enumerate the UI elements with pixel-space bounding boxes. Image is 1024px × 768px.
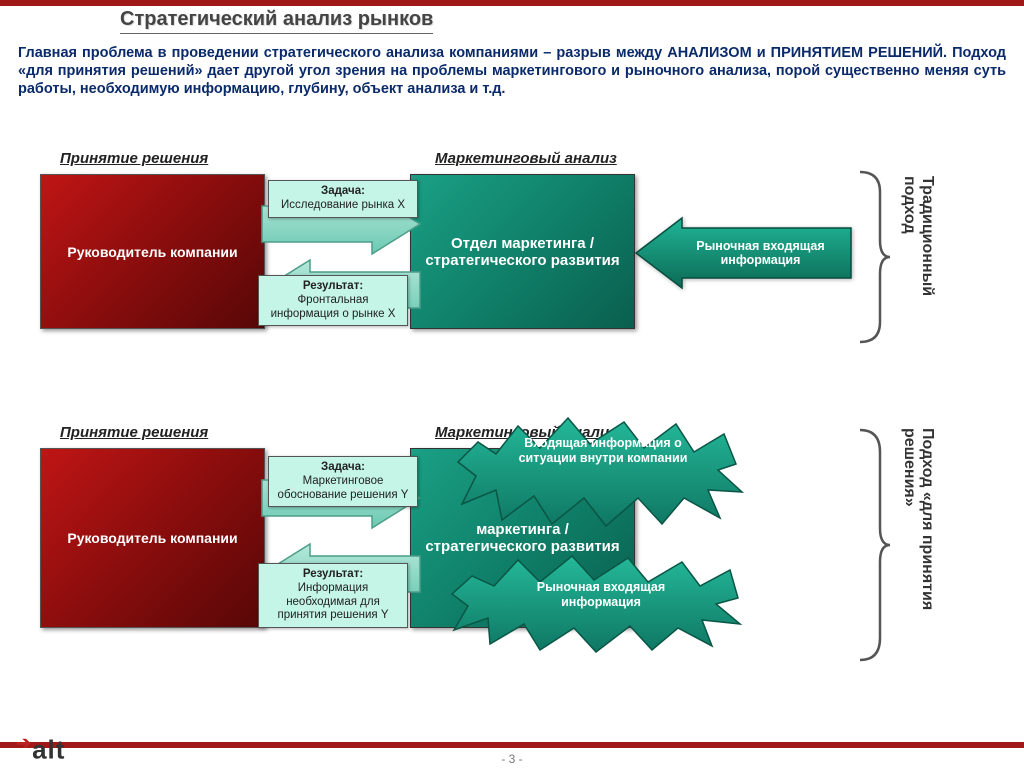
starburst-2-label: Рыночная входящая информация bbox=[496, 580, 706, 610]
logo-arrow-icon: ➔ bbox=[16, 733, 32, 753]
header-decision-1: Принятие решения bbox=[60, 150, 208, 167]
result-text-2: Информация необходимая для принятия реше… bbox=[277, 582, 388, 622]
page-number: - 3 - bbox=[501, 752, 522, 766]
result-box-2: Результат: Информация необходимая для пр… bbox=[258, 563, 408, 628]
header-marketing-1: Маркетинговый анализ bbox=[435, 150, 617, 167]
top-bar bbox=[0, 0, 1024, 6]
red-box-2: Руководитель компании bbox=[40, 448, 265, 628]
side-label-2: Подход «для принятия решения» bbox=[900, 428, 936, 658]
task-text-2: Маркетинговое обоснование решения Y bbox=[278, 475, 409, 501]
brace-2 bbox=[856, 430, 890, 660]
bottom-bar bbox=[0, 742, 1024, 748]
green-box-1-label: Отдел маркетинга / стратегического разви… bbox=[419, 235, 626, 269]
result-label-1: Результат: bbox=[303, 280, 363, 292]
starburst-1 bbox=[448, 412, 748, 532]
logo-text: alt bbox=[32, 735, 65, 765]
starburst-1-label: Входящая информация о ситуации внутри ко… bbox=[498, 436, 708, 466]
logo: ➔alt bbox=[16, 733, 65, 766]
task-box-2: Задача: Маркетинговое обоснование решени… bbox=[268, 456, 418, 507]
task-label-1: Задача: bbox=[321, 185, 365, 197]
result-text-1: Фронтальная информация о рынке X bbox=[271, 294, 396, 320]
task-label-2: Задача: bbox=[321, 461, 365, 473]
green-box-1: Отдел маркетинга / стратегического разви… bbox=[410, 174, 635, 329]
intro-text: Главная проблема в проведении стратегиче… bbox=[18, 44, 1006, 98]
task-box-1: Задача: Исследование рынка X bbox=[268, 180, 418, 218]
result-label-2: Результат: bbox=[303, 568, 363, 580]
arrow-incoming-1: Рыночная входящая информация bbox=[636, 222, 851, 284]
header-decision-2: Принятие решения bbox=[60, 424, 208, 441]
task-text-1: Исследование рынка X bbox=[281, 199, 405, 211]
brace-1 bbox=[856, 172, 890, 342]
red-box-2-label: Руководитель компании bbox=[67, 530, 237, 546]
red-box-1: Руководитель компании bbox=[40, 174, 265, 329]
red-box-1-label: Руководитель компании bbox=[67, 244, 237, 260]
result-box-1: Результат: Фронтальная информация о рынк… bbox=[258, 275, 408, 326]
side-label-1: Традиционный подход bbox=[900, 176, 936, 346]
arrow-incoming-1-label: Рыночная входящая информация bbox=[676, 239, 845, 267]
page-title: Стратегический анализ рынков bbox=[120, 8, 433, 34]
